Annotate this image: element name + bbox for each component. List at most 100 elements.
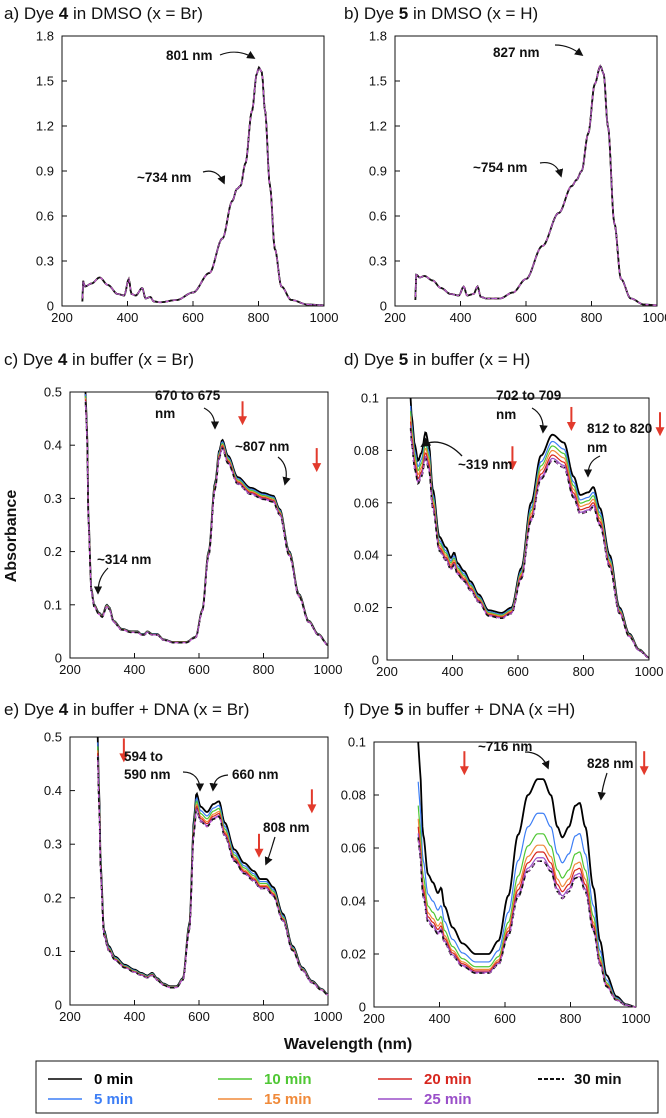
series-line [81,66,325,306]
y-tick-label: 0 [380,299,387,314]
series-line [409,421,650,659]
annotation-734nm: ~734 nm [137,170,191,185]
annotation-670-675: 670 to 675 [155,388,221,403]
y-tick-label: 0.08 [341,788,366,803]
decrease-arrow-icon [312,448,322,473]
y-tick-label: 1.2 [369,119,387,134]
panel-a-title: a) Dye 4 in DMSO (x = Br) [4,4,203,23]
annotation-812-820-unit: nm [587,440,607,455]
series-line [414,64,658,306]
series-line [96,757,329,996]
panel-a-ticks: 200 400 600 800 1000 0 0.3 0.6 0.9 1.2 1.5 1.8 [36,29,339,326]
panel-d-annotations: 702 to 709 nm 812 to 820 nm ~319 nm [420,388,652,478]
series-line [417,833,637,1008]
annotation-arrow [554,44,584,57]
y-axis-label: Absorbance [3,490,20,583]
series-line [414,64,658,306]
annotation-812-820: 812 to 820 [587,421,652,436]
x-tick-label: 1000 [314,1009,343,1024]
series-line [81,65,325,307]
annotation-arrow [420,437,463,457]
x-tick-label: 400 [124,1009,146,1024]
decrease-arrow-icon [254,833,264,858]
panel-d-title: d) Dye 5 in buffer (x = H) [344,350,530,369]
legend-label: 5 min [94,1091,133,1108]
series-line [409,411,650,659]
legend-label: 10 min [264,1071,312,1088]
legend-label: 15 min [264,1091,312,1108]
annotation-594-to: 594 to [124,749,163,764]
annotation-801nm: 801 nm [166,48,213,63]
series-line [97,757,329,996]
annotation-828nm: 828 nm [587,756,634,771]
x-tick-label: 200 [51,310,73,325]
y-tick-label: 0.3 [369,254,387,269]
annotation-702-709-unit: nm [496,407,516,422]
y-tick-label: 0.04 [354,548,379,563]
panel-b-spectra [414,64,658,307]
series-line [417,781,637,1008]
series-line [81,66,325,306]
series-line [81,66,325,306]
y-tick-label: 0.04 [341,894,366,909]
panel-f-spectra [417,741,649,1008]
series-line [84,399,329,646]
legend-entry: 20 min [378,1071,472,1088]
x-tick-label: 400 [450,310,472,325]
y-tick-label: 0.3 [44,837,62,852]
y-tick-label: 0.3 [44,491,62,506]
y-tick-label: 0.1 [361,391,379,406]
series-line [417,837,637,1008]
legend: 0 min 5 min 10 min 15 min 20 min 25 min 30 min [35,1060,659,1114]
x-tick-label: 800 [581,310,603,325]
y-tick-label: 0.1 [44,944,62,959]
panel-e-ticks: 200 400 600 800 1000 0 0.1 0.2 0.3 0.4 0.5 [44,730,343,1025]
y-tick-label: 1.8 [36,29,54,44]
panel-a-annotations: 801 nm ~734 nm [137,48,256,185]
x-tick-label: 400 [124,662,146,677]
annotation-arrow [277,456,291,486]
series-line [410,428,650,659]
panel-f-title: f) Dye 5 in buffer + DNA (x =H) [344,700,575,719]
x-tick-label: 600 [494,1011,516,1026]
legend-entry: 0 min [48,1071,133,1088]
panel-f-annotations: ~716 nm 828 nm [478,739,634,801]
series-line [409,397,650,659]
panel-d-ticks: 200 400 600 800 1000 0 0.02 0.04 0.06 0.08 0.1 [354,391,664,680]
x-tick-label: 200 [59,1009,81,1024]
x-tick-label: 400 [442,664,464,679]
y-tick-label: 1.8 [369,29,387,44]
panel-d-spectra [409,397,665,659]
annotation-807nm: ~807 nm [235,439,289,454]
y-tick-label: 0.1 [348,735,366,750]
series-line [409,405,650,659]
annotation-702-709: 702 to 709 [496,388,561,403]
y-tick-label: 1.5 [36,74,54,89]
decrease-arrow-icon [507,446,517,471]
x-tick-label: 600 [507,664,529,679]
annotation-arrow [93,567,109,595]
x-tick-label: 1000 [635,664,664,679]
x-tick-label: 600 [188,1009,210,1024]
series-line [409,416,650,659]
series-line [414,64,658,306]
series-line [84,391,329,646]
series-line [417,826,637,1008]
panel-e-frame [69,736,329,1006]
y-tick-label: 0.5 [44,730,62,745]
series-line [409,428,650,659]
y-tick-label: 0.4 [44,438,62,453]
x-tick-label: 800 [253,1009,275,1024]
series-line [414,64,658,307]
y-tick-label: 0.5 [44,385,62,400]
panel-b-annotations: 827 nm ~754 nm [473,44,584,178]
legend-box [35,1060,659,1114]
panel-c: c) Dye 4 in buffer (x = Br) 200 400 600 800… [4,350,342,677]
x-tick-label: 200 [363,1011,385,1026]
panel-d: d) Dye 5 in buffer (x = H) 200 400 600 800 1… [344,350,665,679]
y-tick-label: 0.2 [44,890,62,905]
y-tick-label: 0.1 [44,597,62,612]
series-line [414,64,658,307]
panel-c-annotations: 670 to 675 nm ~807 nm ~314 nm [93,388,291,595]
y-tick-label: 0 [372,653,379,668]
